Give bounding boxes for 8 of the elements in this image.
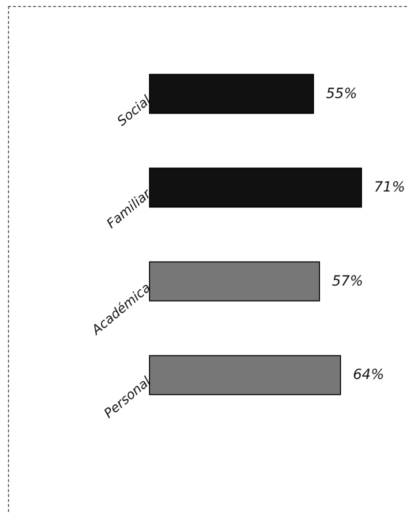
data-label: 57% — [332, 273, 364, 290]
bar — [149, 74, 314, 114]
bar — [149, 168, 362, 208]
data-label: 71% — [374, 180, 406, 196]
bar — [149, 355, 341, 396]
bar — [149, 261, 320, 302]
data-label: 64% — [353, 367, 384, 384]
data-label: 55% — [326, 86, 358, 102]
